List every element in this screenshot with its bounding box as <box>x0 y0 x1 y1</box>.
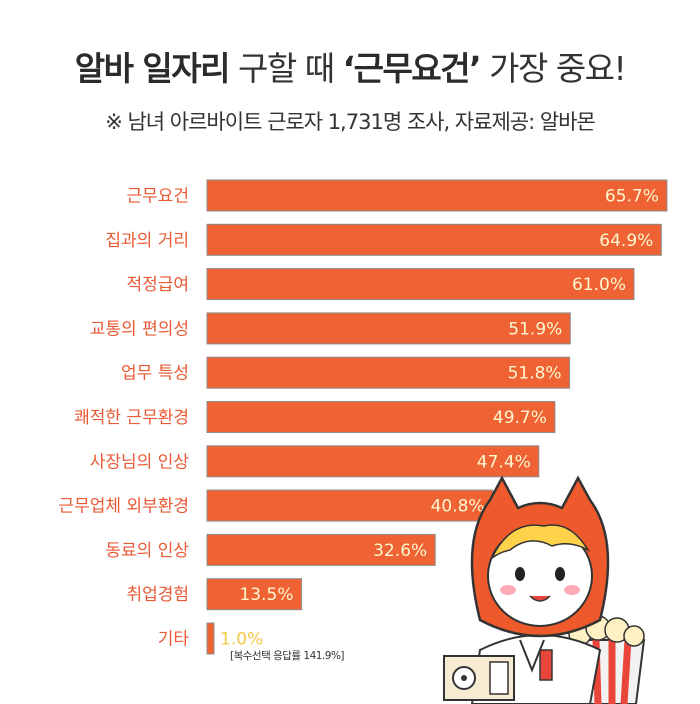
value-label: 65.7% <box>605 187 659 207</box>
category-label: 적정급여 <box>126 275 189 295</box>
mascot-right-eye <box>555 567 565 581</box>
category-label: 쾌적한 근무환경 <box>74 408 189 428</box>
response-rate-note: [복수선택 응답률 141.9%] <box>230 650 345 662</box>
bar <box>206 179 668 212</box>
value-label: 13.5% <box>239 585 293 605</box>
title-part-4: 가장 중요! <box>489 49 627 88</box>
mascot-illustration <box>443 475 646 704</box>
bar <box>206 578 302 611</box>
value-label: 40.8% <box>431 497 485 517</box>
movie-ticket <box>443 655 515 701</box>
category-label: 근무요건 <box>126 187 189 207</box>
bar <box>206 489 494 522</box>
value-label: 64.9% <box>599 231 653 251</box>
mascot-head <box>470 475 610 638</box>
category-label: 교통의 편의성 <box>90 319 189 339</box>
bar <box>206 401 556 433</box>
title-part-3: ‘근무요건’ <box>342 49 482 88</box>
category-label: 동료의 인상 <box>105 541 189 561</box>
chart-subtitle: ※ 남녀 아르바이트 근로자 1,731명 조사, 자료제공: 알바몬 <box>105 110 596 134</box>
category-label: 업무 특성 <box>121 364 189 384</box>
category-label: 취업경험 <box>126 585 189 605</box>
category-label: 집과의 거리 <box>105 231 189 251</box>
bar <box>206 223 662 256</box>
mascot-hair <box>491 524 591 559</box>
bar <box>206 356 571 389</box>
bar <box>206 268 635 301</box>
value-label: 61.0% <box>572 275 626 295</box>
chart-title: 알바 일자리 구할 때 ‘근무요건’ 가장 중요! <box>0 42 700 90</box>
category-label: 사장님의 인상 <box>90 452 190 472</box>
bar <box>206 445 540 478</box>
value-label: 47.4% <box>477 452 531 472</box>
title-part-2: 구할 때 <box>238 49 335 88</box>
category-label: 근무업체 외부환경 <box>58 497 189 517</box>
mascot-left-eye <box>515 567 525 581</box>
value-label: 1.0% <box>220 630 263 650</box>
bar <box>206 533 436 566</box>
value-label: 51.8% <box>508 364 562 384</box>
value-label: 49.7% <box>493 408 547 428</box>
title-part-1: 알바 일자리 <box>74 49 231 88</box>
bar <box>206 312 571 345</box>
value-label: 32.6% <box>373 541 427 561</box>
bar <box>206 622 215 655</box>
value-label: 51.9% <box>508 319 562 339</box>
category-label: 기타 <box>158 630 190 650</box>
mascot-tie <box>539 649 553 681</box>
